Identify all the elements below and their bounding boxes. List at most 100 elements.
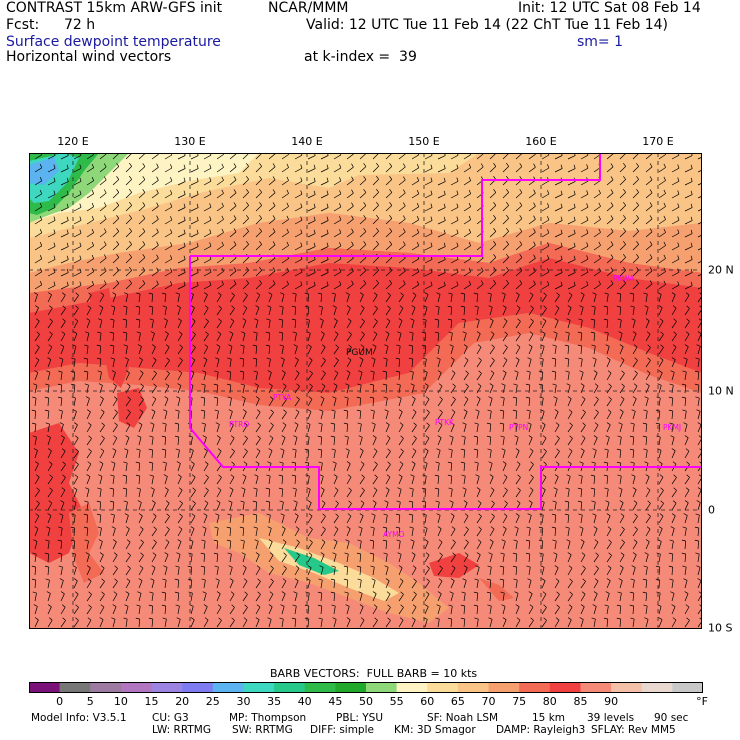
wind-barb	[125, 565, 131, 576]
wind-barb	[34, 189, 43, 199]
footer-model-info: Model Info: V3.5.1	[31, 712, 127, 724]
wind-barb	[73, 216, 82, 225]
station-rpll: RPLL	[99, 346, 118, 355]
wind-barb	[564, 513, 570, 524]
wind-barb	[411, 176, 420, 186]
wind-barb	[151, 526, 157, 537]
wind-barb	[47, 242, 56, 251]
wind-barb	[175, 604, 180, 615]
wind-barb	[541, 242, 550, 251]
wind-barb	[580, 190, 589, 199]
wind-barb	[513, 539, 518, 550]
wind-barb	[202, 526, 207, 537]
wind-barb	[32, 396, 37, 407]
wind-barb	[83, 357, 89, 368]
wind-barb	[474, 578, 479, 589]
wind-barb	[229, 422, 234, 433]
wind-barb	[460, 604, 466, 615]
wind-barb	[240, 500, 245, 511]
wind-barb	[580, 591, 586, 602]
field-name-wind: Horizontal wind vectors	[6, 49, 172, 65]
wind-barb	[239, 513, 245, 524]
wind-barb	[487, 409, 492, 420]
wind-barb	[515, 267, 523, 277]
wind-barb	[280, 513, 285, 524]
wind-barb	[201, 578, 206, 589]
wind-barb	[593, 202, 601, 212]
colorbar-swatch	[182, 682, 214, 693]
wind-barb	[73, 435, 79, 446]
wind-barb	[73, 474, 79, 485]
wind-barb	[294, 281, 303, 290]
wind-barb	[164, 216, 173, 225]
wind-barb	[578, 357, 583, 368]
wind-barb	[554, 190, 563, 199]
wind-barb	[644, 552, 649, 563]
wind-barb	[281, 176, 289, 186]
wind-barb	[450, 177, 459, 186]
wind-barb	[411, 189, 420, 199]
wind-barb	[554, 578, 560, 589]
wind-barb	[395, 513, 401, 524]
wind-barb	[162, 617, 167, 628]
wind-barb	[346, 305, 351, 316]
wind-barb	[47, 604, 52, 615]
wind-barb	[333, 539, 338, 550]
wind-barb	[528, 331, 534, 342]
wind-barb	[281, 280, 289, 290]
wind-barb	[616, 617, 622, 628]
wind-barb	[409, 487, 414, 498]
wind-barb	[190, 461, 195, 472]
wind-barb	[203, 487, 209, 498]
wind-barb	[385, 461, 391, 472]
wind-barb	[294, 177, 303, 186]
wind-barb	[31, 422, 37, 433]
wind-barb	[528, 461, 534, 472]
lon-label-160: 160 E	[525, 135, 557, 148]
wind-barb	[395, 526, 401, 537]
wind-barb	[125, 279, 132, 290]
wind-barb	[528, 617, 534, 628]
wind-barb	[99, 552, 104, 563]
wind-barb	[214, 565, 219, 576]
wind-barb	[606, 241, 614, 251]
wind-barb	[421, 487, 427, 498]
wind-barb	[540, 565, 545, 576]
wind-barb	[436, 513, 441, 524]
wind-barb	[280, 292, 285, 303]
wind-barb	[281, 241, 289, 251]
wind-barb	[658, 357, 664, 368]
wind-barb	[359, 448, 364, 459]
wind-barb	[513, 578, 518, 589]
wind-barb	[618, 331, 623, 342]
wind-barb	[567, 203, 576, 212]
wind-barb	[359, 487, 365, 498]
wind-barb	[448, 292, 453, 303]
wind-barb	[500, 396, 505, 407]
wind-barb	[528, 254, 536, 264]
wind-barb	[512, 396, 518, 407]
wind-barb	[163, 565, 168, 576]
wind-barb	[255, 175, 262, 186]
wind-barb	[319, 565, 324, 576]
wind-barb	[502, 240, 509, 251]
station-pkmj: PKMJ	[663, 423, 681, 432]
wind-barb	[682, 565, 687, 576]
wind-barb	[541, 435, 547, 446]
wind-barb	[632, 175, 639, 186]
wind-barb	[292, 292, 297, 303]
wind-barb	[112, 292, 117, 303]
wind-barb	[671, 487, 677, 498]
wind-barb	[525, 396, 531, 407]
wind-barb	[60, 331, 66, 342]
wind-barb	[515, 474, 521, 485]
wind-barb	[476, 487, 481, 498]
wind-barb	[681, 539, 687, 550]
wind-barb	[463, 228, 472, 238]
wind-barb	[111, 526, 116, 537]
wind-barb	[411, 241, 420, 251]
wind-barb	[567, 565, 573, 576]
wind-barb	[383, 396, 388, 407]
wind-barb	[98, 539, 103, 550]
wind-barb	[177, 229, 186, 238]
